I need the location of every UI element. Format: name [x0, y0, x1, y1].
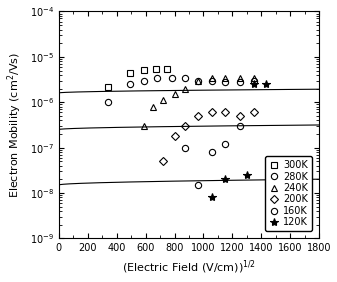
- X-axis label: (Electric Field (V/cm))$^{1/2}$: (Electric Field (V/cm))$^{1/2}$: [122, 259, 256, 276]
- Legend: 300K, 280K, 240K, 200K, 160K, 120K: 300K, 280K, 240K, 200K, 160K, 120K: [266, 156, 312, 231]
- Y-axis label: Electron Mobility (cm$^2$/Vs): Electron Mobility (cm$^2$/Vs): [5, 52, 24, 198]
